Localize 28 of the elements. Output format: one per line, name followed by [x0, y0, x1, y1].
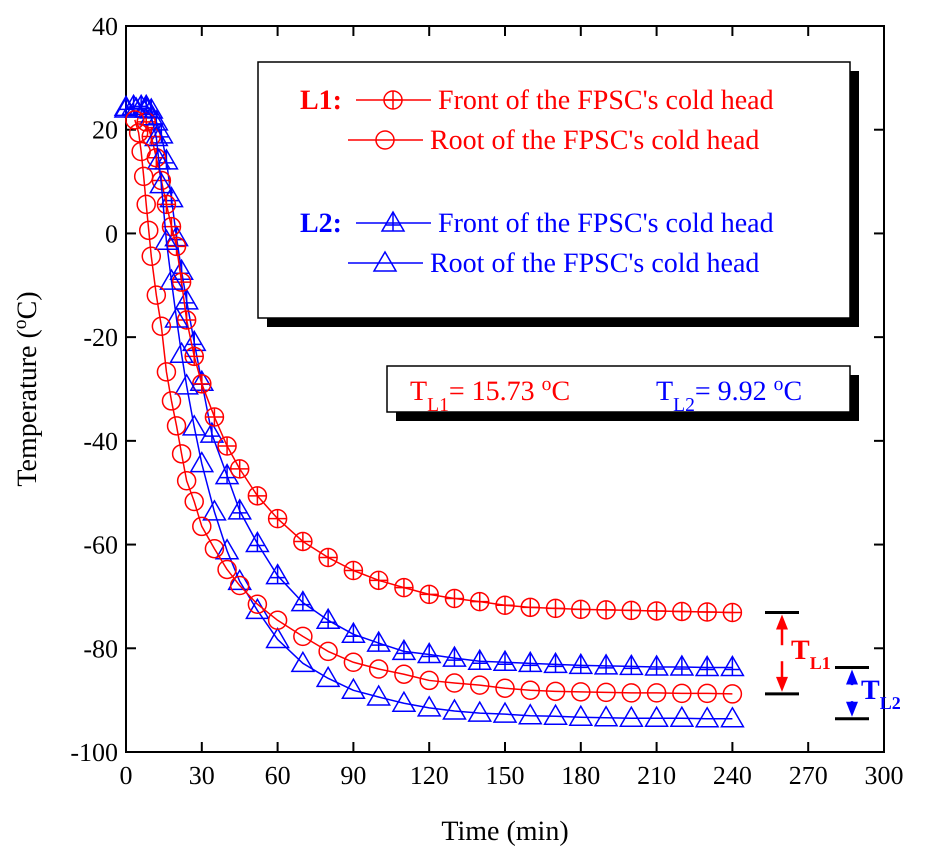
legend-label: Root of the FPSC's cold head	[430, 125, 760, 156]
x-tick-label: 180	[561, 761, 600, 790]
x-tick-label: 240	[712, 761, 752, 790]
annotation: L1:	[300, 85, 342, 116]
x-tick-label: 60	[264, 761, 291, 790]
y-tick-label: 40	[92, 12, 118, 41]
annotation: T$_{L1}$= 15.73 $^{o}$C	[410, 374, 570, 416]
x-tick-label: 210	[637, 761, 676, 790]
y-tick-label: -20	[83, 323, 118, 352]
x-tick-label: 90	[340, 761, 366, 790]
x-tick-label: 150	[486, 761, 524, 790]
legend-label: Front of the FPSC's cold head	[438, 85, 774, 116]
annotation: T$_{L2}$= 9.92 $^{o}$C	[656, 374, 802, 416]
y-tick-label: -100	[70, 738, 118, 767]
y-tick-label: -60	[83, 530, 118, 560]
annotation: L2:	[300, 208, 342, 239]
x-axis-title: Time (min)	[441, 816, 569, 847]
x-tick-label: 120	[410, 761, 449, 790]
x-tick-label: 300	[864, 761, 904, 790]
y-tick-label: -80	[83, 634, 118, 664]
annotation: T$_{L1}$	[791, 635, 831, 674]
legend-label: Root of the FPSC's cold head	[430, 248, 760, 279]
x-tick-label: 30	[188, 761, 215, 790]
y-tick-label: 20	[92, 116, 118, 145]
y-tick-label: -40	[83, 426, 118, 456]
y-tick-label: 0	[105, 219, 118, 248]
legend-label: Front of the FPSC's cold head	[438, 208, 774, 239]
x-tick-label: 270	[788, 761, 828, 790]
